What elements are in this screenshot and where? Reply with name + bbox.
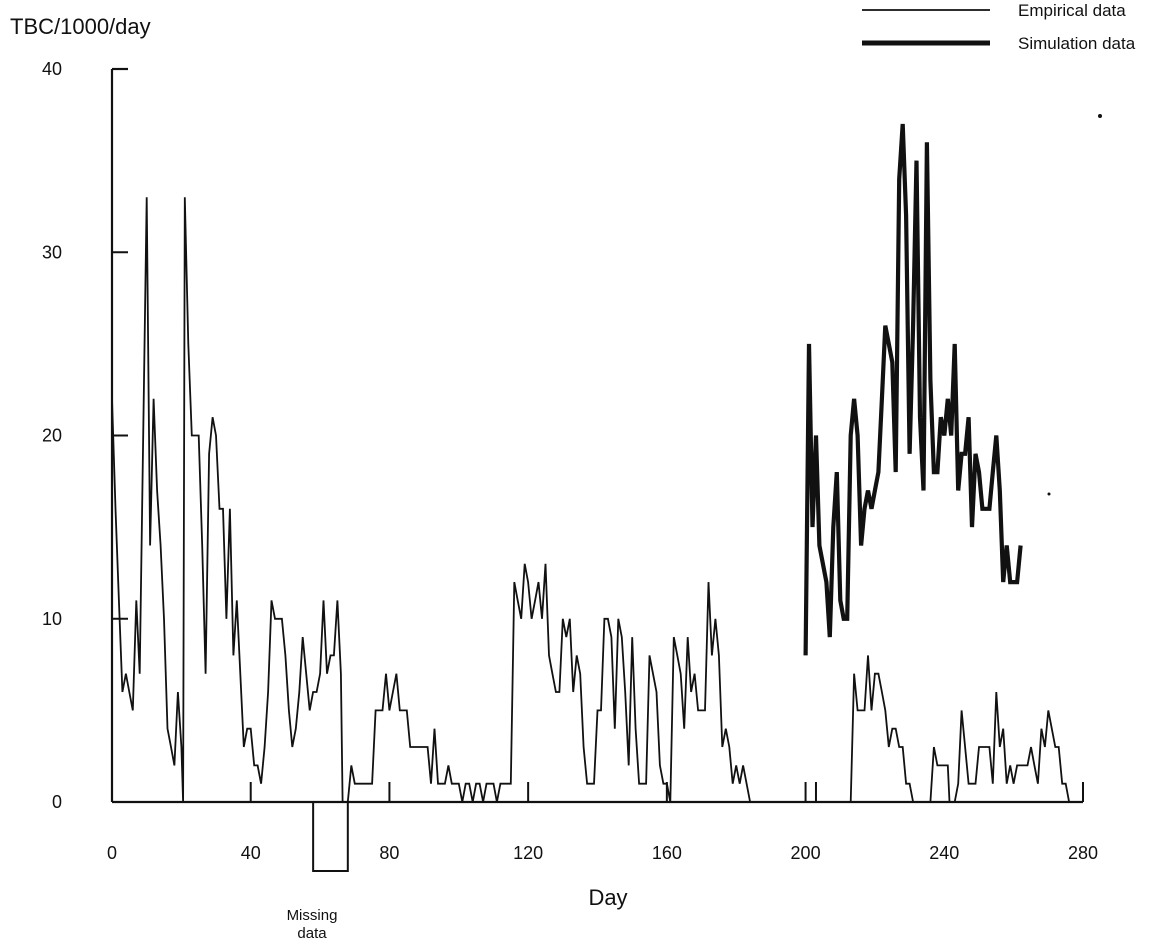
legend: Empirical data Simulation data bbox=[862, 1, 1136, 53]
empirical-line-segment bbox=[849, 655, 914, 803]
series-simulation bbox=[803, 123, 1023, 656]
y-tick-label: 30 bbox=[42, 242, 62, 262]
y-tick-label: 0 bbox=[52, 792, 62, 812]
x-tick-label: 40 bbox=[241, 843, 261, 863]
speck-dot bbox=[1047, 492, 1051, 496]
empirical-line-segment bbox=[929, 746, 951, 803]
x-tick-label: 120 bbox=[513, 843, 543, 863]
legend-label-empirical: Empirical data bbox=[1018, 1, 1126, 20]
y-tick-label: 20 bbox=[42, 426, 62, 446]
x-tick-label: 0 bbox=[107, 843, 117, 863]
x-axis-title: Day bbox=[588, 885, 627, 910]
missing-data-label-line1: Missing bbox=[287, 907, 338, 924]
x-tick-label: 240 bbox=[929, 843, 959, 863]
legend-label-simulation: Simulation data bbox=[1018, 34, 1136, 53]
empirical-line-segment bbox=[111, 197, 344, 803]
y-ticks: 0 10 20 30 40 bbox=[42, 59, 128, 812]
series-empirical bbox=[111, 197, 1070, 803]
y-tick-label: 40 bbox=[42, 59, 62, 79]
empirical-line-segment bbox=[953, 691, 1070, 803]
empirical-line-segment bbox=[346, 563, 751, 803]
y-tick-label: 10 bbox=[42, 609, 62, 629]
x-tick-label: 80 bbox=[379, 843, 399, 863]
speck-dot bbox=[1098, 114, 1102, 118]
missing-data-bracket-line bbox=[312, 802, 349, 872]
x-tick-label: 200 bbox=[791, 843, 821, 863]
missing-data-label-line2: data bbox=[297, 925, 327, 942]
x-tick-label: 160 bbox=[652, 843, 682, 863]
missing-data-bracket bbox=[312, 802, 349, 872]
x-tick-label: 280 bbox=[1068, 843, 1098, 863]
y-axis-title: TBC/1000/day bbox=[10, 14, 151, 39]
axes bbox=[110, 67, 1083, 804]
x-ticks: 0 40 80 120 160 200 240 280 bbox=[107, 843, 1098, 863]
simulation-line-segment bbox=[803, 123, 1023, 656]
series-layer bbox=[111, 123, 1070, 803]
